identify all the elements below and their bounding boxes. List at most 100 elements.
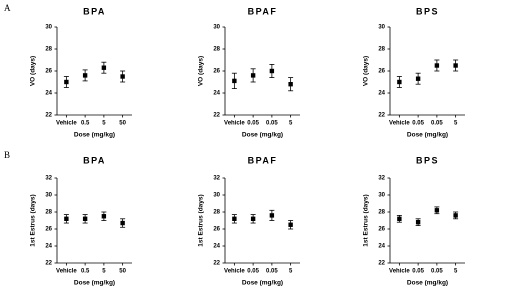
x-tick-label: Vehicle — [389, 121, 410, 127]
x-tick-label: 0.5 — [81, 269, 90, 275]
x-tick-label: 5 — [289, 121, 293, 127]
y-tick-label: 30 — [45, 193, 52, 199]
x-tick-label: 5 — [102, 269, 106, 275]
y-tick-label: 26 — [213, 227, 220, 233]
y-tick-label: 28 — [378, 47, 385, 53]
panel-label: A — [4, 3, 11, 13]
data-point — [232, 216, 237, 221]
panel-label: B — [4, 150, 10, 160]
y-tick-label: 22 — [45, 113, 52, 119]
y-tick-label: 30 — [45, 25, 52, 31]
y-tick-label: 28 — [45, 210, 52, 216]
x-tick-label: 0.05 — [431, 269, 443, 275]
data-point — [397, 79, 402, 85]
y-axis-label: 1st Estrus (days) — [363, 194, 370, 246]
data-point — [453, 213, 458, 218]
x-axis-label: Dose (mg/kg) — [74, 132, 115, 139]
chart-title: BPAF — [248, 6, 278, 16]
data-point — [415, 220, 421, 225]
y-tick-label: 24 — [45, 91, 52, 97]
y-tick-label: 28 — [45, 47, 52, 53]
x-axis-label: Dose (mg/kg) — [74, 280, 115, 287]
data-point — [397, 216, 402, 221]
x-axis-label: Dose (mg/kg) — [242, 280, 283, 287]
x-tick-label: 0.05 — [247, 121, 259, 127]
y-tick-label: 22 — [378, 261, 385, 267]
y-tick-label: 30 — [378, 25, 385, 31]
data-point — [434, 208, 440, 213]
data-point — [288, 82, 293, 87]
chart-title: BPS — [416, 6, 439, 16]
x-tick-label: 0.05 — [266, 269, 278, 275]
data-point — [232, 78, 237, 84]
data-point — [250, 216, 256, 221]
data-point — [82, 216, 88, 221]
y-tick-label: 26 — [378, 227, 385, 233]
y-axis-label: VO (days) — [30, 56, 37, 86]
y-tick-label: 28 — [213, 47, 220, 53]
x-tick-label: 5 — [454, 269, 458, 275]
x-tick-label: 0.05 — [431, 121, 443, 127]
x-tick-label: 0.05 — [247, 269, 259, 275]
x-tick-label: 0.05 — [412, 269, 424, 275]
y-tick-label: 28 — [213, 210, 220, 216]
y-tick-label: 26 — [45, 227, 52, 233]
y-tick-label: 26 — [45, 69, 52, 75]
x-tick-label: 5 — [102, 121, 106, 127]
data-point — [453, 63, 458, 68]
data-point — [250, 73, 256, 78]
y-tick-label: 26 — [378, 69, 385, 75]
y-axis-label: 1st Estrus (days) — [30, 194, 37, 246]
y-tick-label: 32 — [378, 176, 385, 182]
data-point — [415, 76, 421, 81]
x-tick-label: 0.05 — [412, 121, 424, 127]
data-point — [64, 216, 69, 221]
chart-title: BPA — [83, 155, 106, 165]
y-tick-label: 32 — [213, 176, 220, 182]
y-axis-label: VO (days) — [198, 56, 205, 86]
y-tick-label: 24 — [213, 91, 220, 97]
y-tick-label: 22 — [45, 261, 52, 267]
y-tick-label: 24 — [378, 244, 385, 250]
y-axis-label: 1st Estrus (days) — [198, 194, 205, 246]
y-tick-label: 26 — [213, 69, 220, 75]
y-tick-label: 24 — [213, 244, 220, 250]
data-point — [82, 73, 88, 78]
y-tick-label: 24 — [378, 91, 385, 97]
x-tick-label: 0.5 — [81, 121, 90, 127]
y-tick-label: 32 — [45, 176, 52, 182]
chart-title: BPS — [416, 155, 439, 165]
y-tick-label: 24 — [45, 244, 52, 250]
data-point — [120, 220, 125, 226]
x-tick-label: Vehicle — [224, 121, 245, 127]
y-axis-label: VO (days) — [363, 56, 370, 86]
data-point — [64, 79, 69, 85]
y-tick-label: 28 — [378, 210, 385, 216]
data-point — [120, 74, 125, 79]
x-tick-label: Vehicle — [56, 121, 77, 127]
x-tick-label: Vehicle — [224, 269, 245, 275]
x-tick-label: 0.05 — [266, 121, 278, 127]
chart-title: BPAF — [248, 155, 278, 165]
x-tick-label: Vehicle — [56, 269, 77, 275]
y-tick-label: 22 — [213, 261, 220, 267]
x-tick-label: 50 — [119, 121, 126, 127]
chart-title: BPA — [83, 6, 106, 16]
x-tick-label: 5 — [454, 121, 458, 127]
y-tick-label: 30 — [213, 25, 220, 31]
y-tick-label: 30 — [378, 193, 385, 199]
data-point — [269, 213, 275, 218]
x-tick-label: Vehicle — [389, 269, 410, 275]
x-axis-label: Dose (mg/kg) — [407, 132, 448, 139]
data-point — [101, 65, 107, 70]
data-point — [269, 68, 275, 74]
y-tick-label: 22 — [213, 113, 220, 119]
data-point — [288, 222, 293, 227]
y-tick-label: 22 — [378, 113, 385, 119]
x-axis-label: Dose (mg/kg) — [407, 280, 448, 287]
data-point — [434, 63, 440, 68]
y-tick-label: 30 — [213, 193, 220, 199]
data-point — [101, 214, 107, 219]
x-axis-label: Dose (mg/kg) — [242, 132, 283, 139]
